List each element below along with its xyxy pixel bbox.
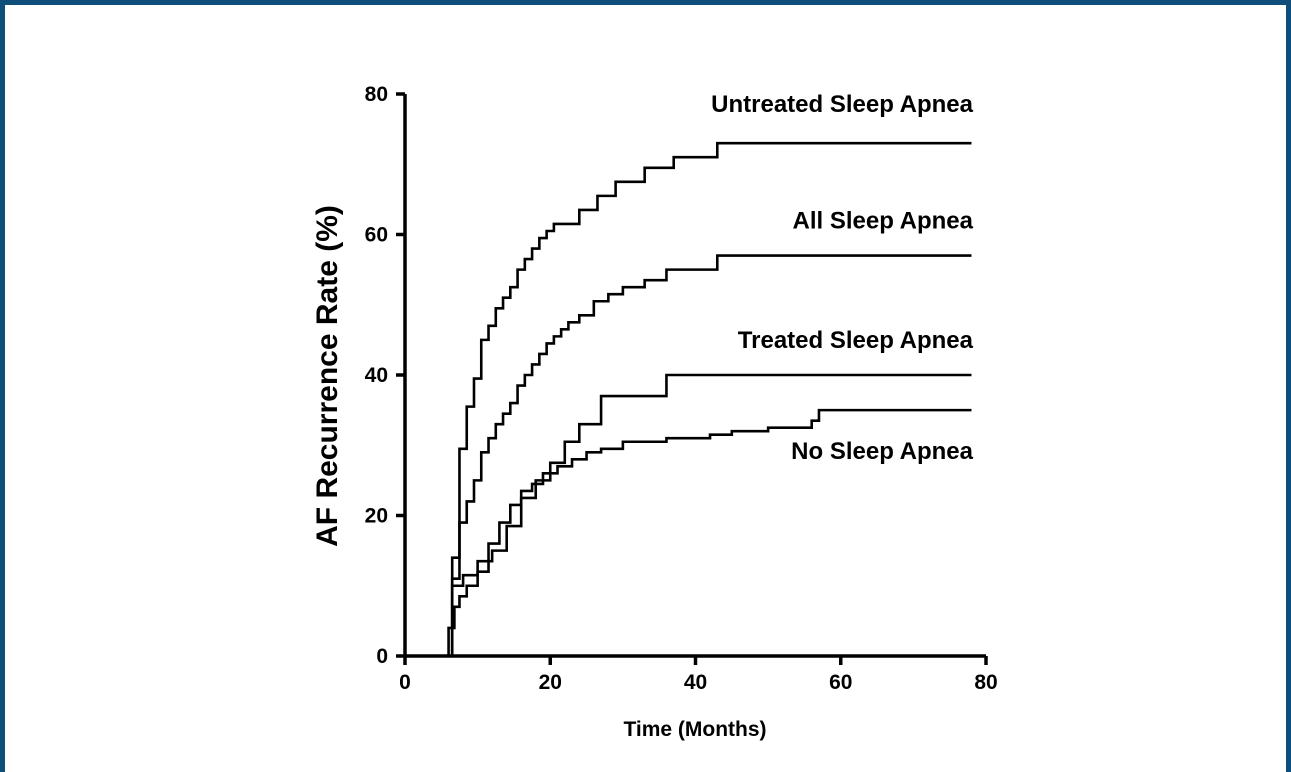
y-tick-label: 80 bbox=[365, 83, 388, 106]
x-axis-title: Time (Months) bbox=[623, 718, 766, 741]
y-tick-label: 20 bbox=[365, 505, 388, 528]
x-tick-label: 0 bbox=[399, 671, 411, 694]
series-line-all-sleep-apnea bbox=[405, 254, 972, 658]
series-line-untreated-sleep-apnea bbox=[405, 141, 972, 658]
series-lines bbox=[405, 141, 972, 658]
x-tick-label: 40 bbox=[684, 671, 707, 694]
x-tick-label: 20 bbox=[539, 671, 562, 694]
series-line-treated-sleep-apnea bbox=[405, 373, 972, 658]
series-label-no-sleep-apnea: No Sleep Apnea bbox=[791, 438, 973, 465]
y-axis-title: AF Recurrence Rate (%) bbox=[311, 205, 344, 547]
axes: 0 20 40 60 80 0 20 40 60 80 bbox=[365, 83, 998, 694]
y-tick-label: 40 bbox=[365, 364, 388, 387]
series-labels: Untreated Sleep Apnea All Sleep Apnea Trea… bbox=[711, 91, 973, 465]
series-label-untreated-sleep-apnea: Untreated Sleep Apnea bbox=[711, 91, 973, 118]
y-tick-label: 60 bbox=[365, 224, 388, 247]
series-label-all-sleep-apnea: All Sleep Apnea bbox=[793, 208, 974, 235]
x-tick-label: 60 bbox=[829, 671, 852, 694]
series-line-no-sleep-apnea bbox=[405, 408, 972, 658]
y-tick-label: 0 bbox=[376, 645, 388, 668]
x-tick-label: 80 bbox=[974, 671, 997, 694]
series-label-treated-sleep-apnea: Treated Sleep Apnea bbox=[738, 327, 974, 354]
